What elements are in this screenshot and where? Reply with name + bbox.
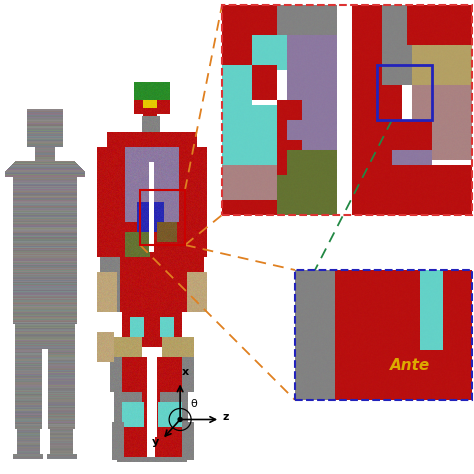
Bar bbox=[295, 270, 472, 400]
Text: θ: θ bbox=[190, 400, 197, 410]
Text: x: x bbox=[182, 367, 189, 377]
Bar bbox=[140, 190, 185, 245]
Bar bbox=[377, 65, 432, 120]
Circle shape bbox=[178, 418, 182, 421]
Bar bbox=[222, 5, 472, 215]
Text: z: z bbox=[222, 412, 228, 422]
Text: y: y bbox=[152, 438, 159, 447]
Text: Ante: Ante bbox=[390, 358, 430, 373]
